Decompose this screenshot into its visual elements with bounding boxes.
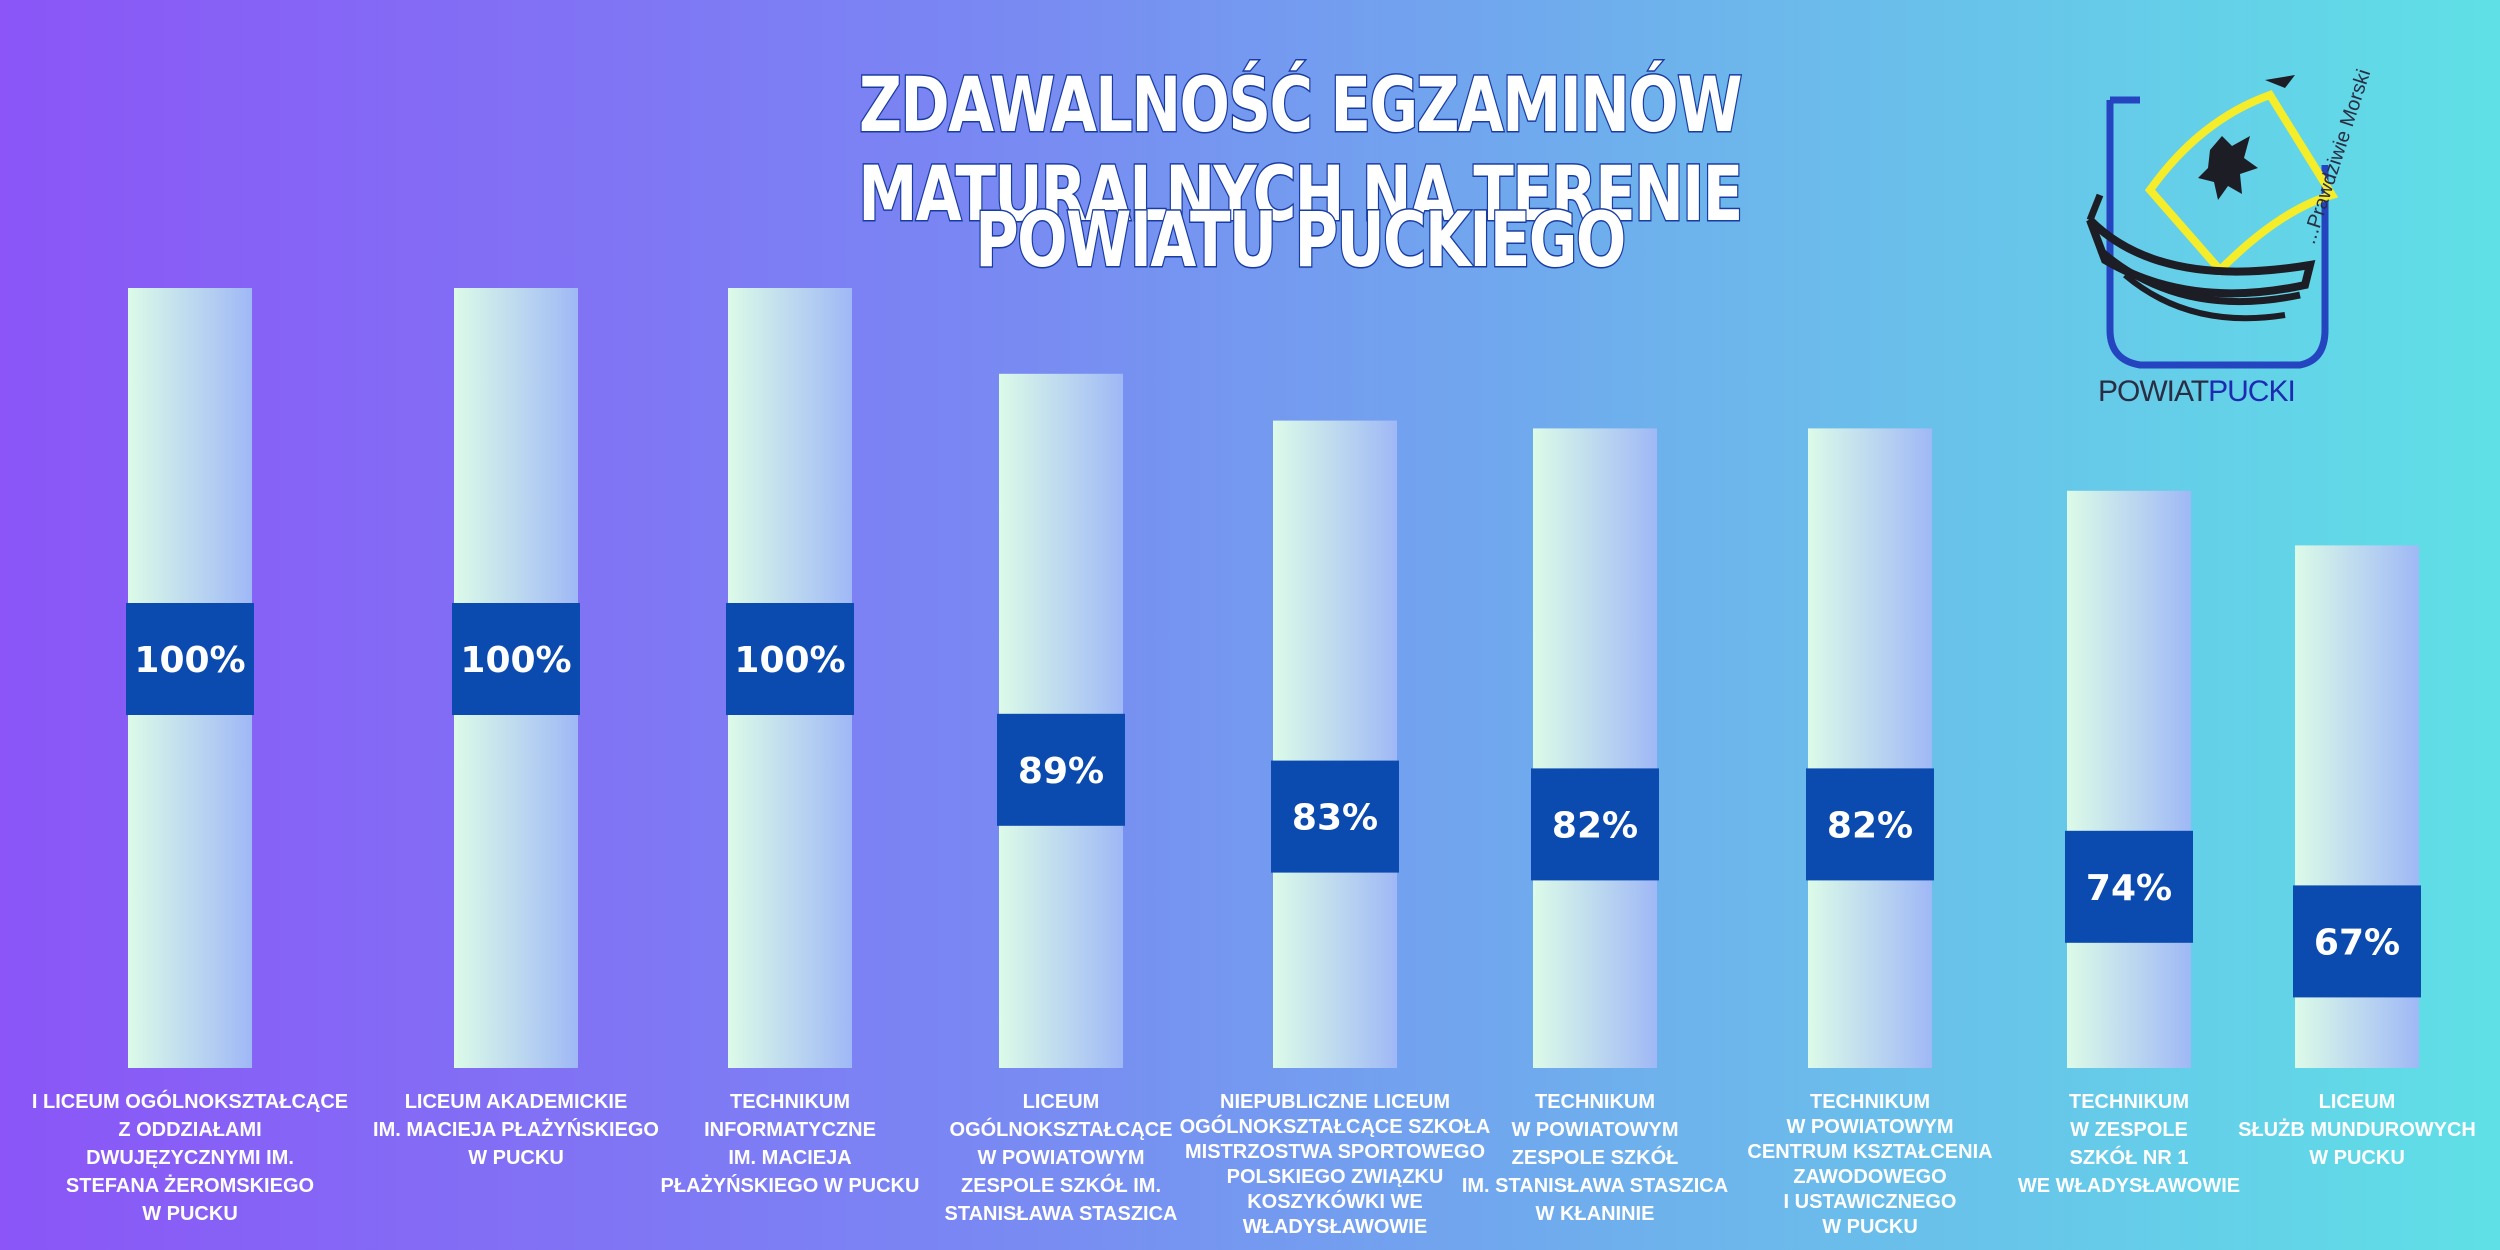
logo-wordmark-part1: POWIAT [2098, 375, 2209, 408]
value-band-4 [997, 713, 1125, 826]
category-label-1: I LICEUM OGÓLNOKSZTAŁCĄCE Z ODDZIAŁAMI DWU… [32, 1089, 348, 1225]
value-label-4: 89% [1018, 751, 1104, 792]
logo-wordmark: POWIATPUCKI [2098, 375, 2296, 409]
bar-5 [1273, 420, 1397, 1069]
powiat-pucki-logo [2086, 75, 2339, 369]
bar-8 [2067, 490, 2191, 1068]
chart-title-line2: POWIATU PUCKIEGO [974, 194, 1627, 286]
value-label-3: 100% [734, 640, 845, 681]
value-band-7 [1806, 768, 1934, 881]
category-label-2: LICEUM AKADEMICKIE IM. MACIEJA PŁAŻYŃSKIE… [373, 1091, 659, 1169]
bar-7 [1808, 428, 1932, 1068]
category-label-3: TECHNIKUM INFORMATYCZNE IM. MACIEJA PŁAŻYŃS… [661, 1091, 920, 1197]
value-band-2 [452, 603, 580, 715]
category-label-5: NIEPUBLICZNE LICEUM OGÓLNOKSZTAŁCĄCE SZKO… [1180, 1091, 1491, 1238]
value-band-9 [2293, 885, 2421, 998]
category-label-8: TECHNIKUM W ZESPOLE SZKÓŁ NR 1 WE WŁADYSŁAW… [2018, 1091, 2240, 1197]
value-band-8 [2065, 830, 2193, 943]
bar-6 [1533, 428, 1657, 1068]
logo-wordmark-part2: PUCKI [2208, 375, 2296, 408]
value-band-1 [126, 603, 254, 715]
value-label-1: 100% [134, 640, 245, 681]
value-label-5: 83% [1292, 798, 1378, 839]
category-label-4: LICEUM OGÓLNOKSZTAŁCĄCE W POWIATOWYM ZESPOL… [945, 1091, 1178, 1225]
value-band-5 [1271, 760, 1399, 873]
category-label-7: TECHNIKUM W POWIATOWYM CENTRUM KSZTAŁCENIA… [1747, 1091, 1992, 1238]
value-label-7: 82% [1827, 805, 1913, 846]
value-label-9: 67% [2314, 922, 2400, 963]
value-band-3 [726, 603, 854, 715]
value-band-6 [1531, 768, 1659, 881]
chart-title-line1: ZDAWALNOŚĆ EGZAMINÓW MATURALNYCH NA TERE… [857, 59, 1744, 240]
category-label-6: TECHNIKUM W POWIATOWYM ZESPOLE SZKÓŁ IM. ST… [1462, 1091, 1728, 1225]
value-label-6: 82% [1552, 805, 1638, 846]
value-label-8: 74% [2086, 868, 2172, 909]
value-label-2: 100% [460, 640, 571, 681]
category-label-9: LICEUM SŁUŻB MUNDUROWYCH W PUCKU [2238, 1091, 2476, 1169]
